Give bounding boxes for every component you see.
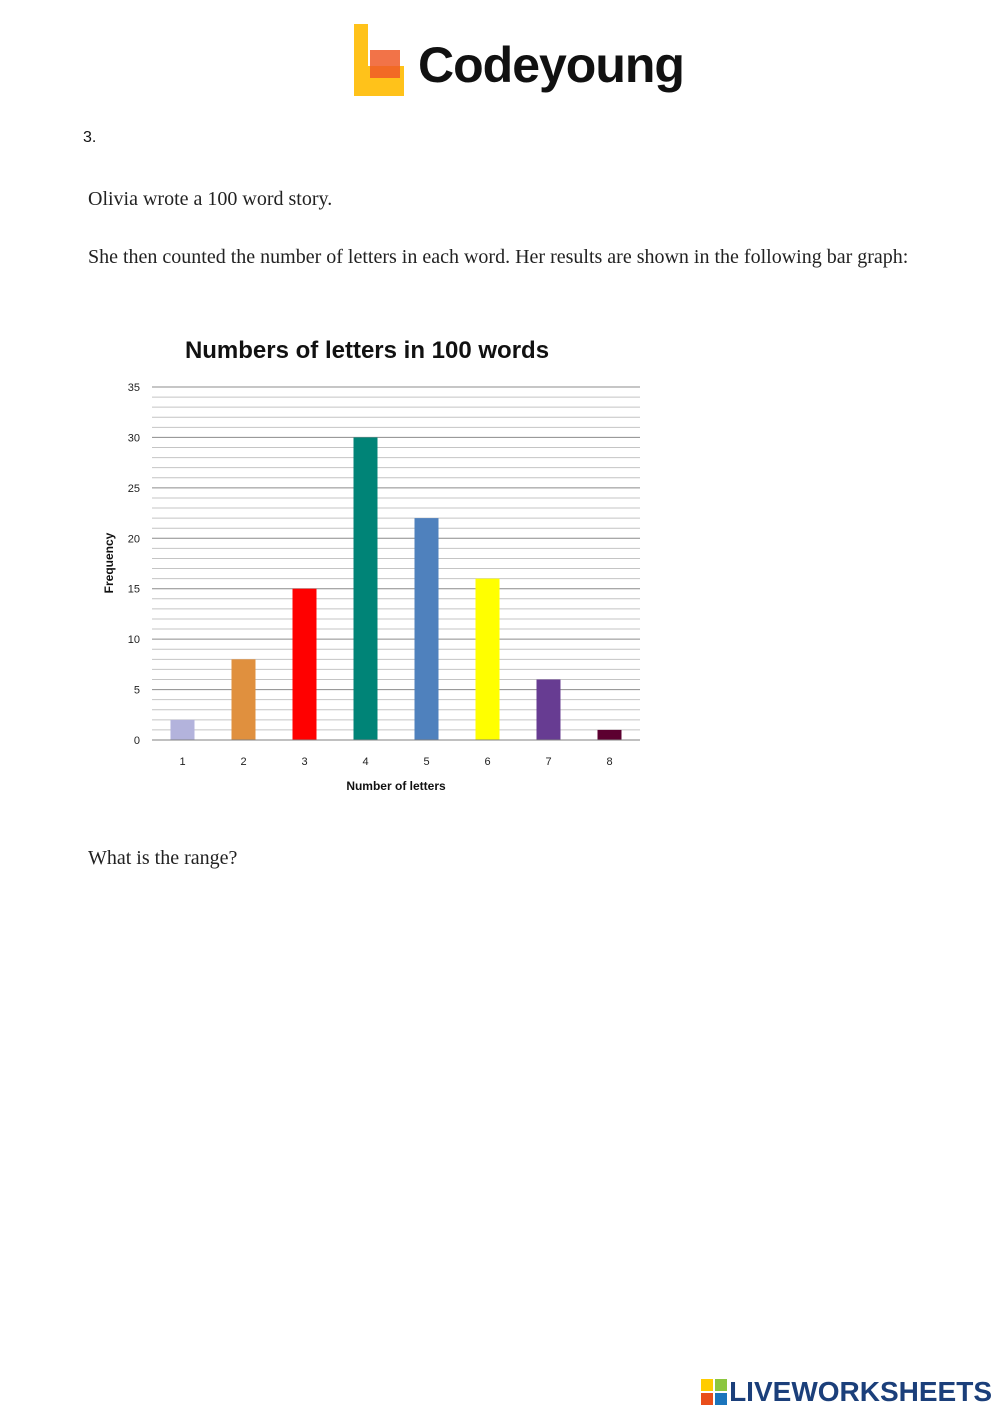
question-description: She then counted the number of letters i… [88, 246, 909, 268]
x-tick-label: 7 [545, 756, 551, 768]
bar [597, 729, 622, 740]
codeyoung-logo: Codeyoung [348, 22, 693, 106]
x-tick-label: 5 [423, 756, 429, 768]
x-tick-label: 3 [301, 756, 307, 768]
bar [292, 588, 317, 740]
y-tick-label: 30 [128, 432, 140, 444]
bar [475, 578, 500, 740]
y-axis-label: Frequency [102, 532, 116, 593]
y-axis-ticks: 0 5 10 15 20 25 30 35 [128, 382, 140, 747]
brand-name: Codeyoung [418, 37, 685, 93]
y-tick-label: 20 [128, 533, 140, 545]
footer-brand: LIVEWORKSHEETS [729, 1376, 992, 1407]
question-intro: Olivia wrote a 100 word story. [88, 188, 333, 210]
bar [414, 518, 439, 740]
y-tick-label: 35 [128, 382, 140, 394]
bar [170, 719, 195, 740]
y-tick-label: 10 [128, 634, 140, 646]
y-tick-label: 0 [134, 735, 140, 747]
bar [353, 437, 378, 740]
chart-grid [152, 386, 640, 741]
bar-chart: Numbers of letters in 100 words 05101520… [102, 337, 640, 793]
x-tick-label: 4 [362, 756, 368, 768]
x-axis-ticks: 1 2 3 4 5 6 7 8 [179, 756, 612, 768]
liveworksheets-logo: LIVEWORKSHEETS [701, 1376, 992, 1407]
x-tick-label: 6 [484, 756, 490, 768]
y-tick-label: 5 [134, 685, 140, 697]
liveworksheets-icon [701, 1379, 728, 1405]
x-tick-label: 1 [179, 756, 185, 768]
bar [536, 679, 561, 740]
codeyoung-logo-icon [354, 24, 404, 96]
x-axis-label: Number of letters [346, 779, 446, 793]
x-tick-label: 8 [606, 756, 612, 768]
question-prompt: What is the range? [88, 847, 238, 869]
chart-bars [170, 437, 622, 740]
bar [231, 659, 256, 740]
x-tick-label: 2 [240, 756, 246, 768]
chart-title: Numbers of letters in 100 words [185, 337, 549, 364]
question-number: 3. [83, 129, 97, 146]
y-tick-label: 25 [128, 483, 140, 495]
y-tick-label: 15 [128, 584, 140, 596]
